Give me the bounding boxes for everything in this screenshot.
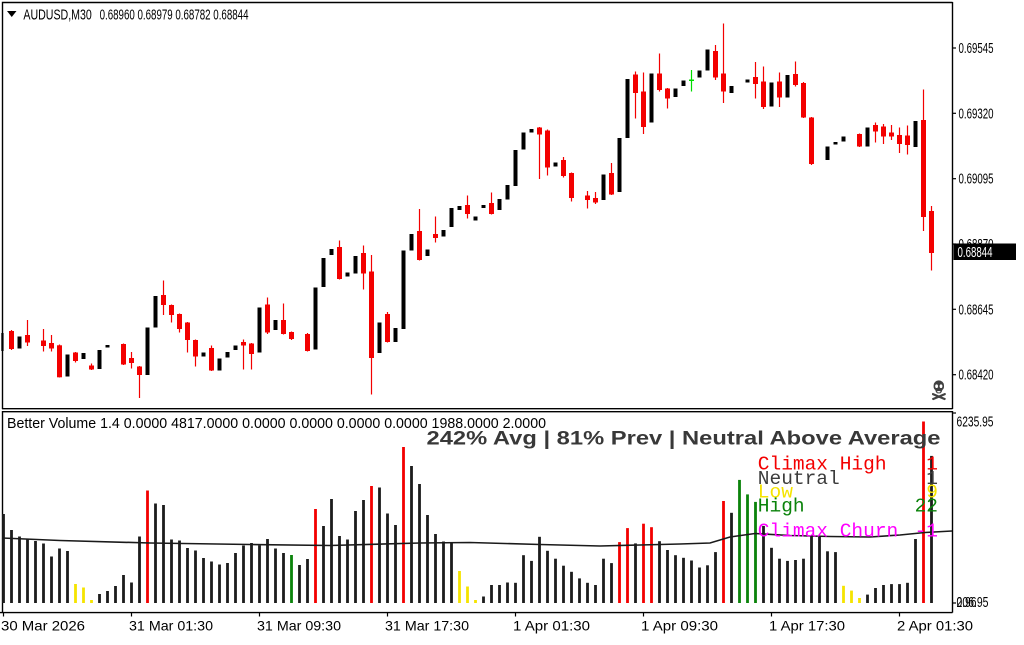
svg-text:242% Avg | 81% Prev | Neutral: 242% Avg | 81% Prev | Neutral Above Aver…	[427, 427, 941, 449]
svg-text:Better Volume 1.4 0.0000 4817.: Better Volume 1.4 0.0000 4817.0000 0.000…	[7, 415, 546, 432]
svg-text:0.69545: 0.69545	[959, 41, 994, 57]
svg-text:0.96: 0.96	[957, 595, 977, 611]
svg-text:0.68979: 0.68979	[138, 7, 173, 23]
svg-text:0.69320: 0.69320	[959, 106, 994, 122]
svg-text:0.68844: 0.68844	[958, 245, 993, 261]
svg-text:6235.95: 6235.95	[957, 415, 994, 431]
svg-text:High: High	[758, 495, 805, 517]
svg-text:1 Apr 09:30: 1 Apr 09:30	[641, 618, 718, 634]
svg-text:0.68782: 0.68782	[175, 7, 210, 23]
svg-text:1 Apr 17:30: 1 Apr 17:30	[769, 618, 845, 634]
svg-text:0.68844: 0.68844	[213, 7, 248, 23]
svg-text:Climax Churn: Climax Churn	[758, 521, 898, 543]
svg-text:30 Mar 2026: 30 Mar 2026	[1, 618, 85, 634]
svg-text:Low: Low	[758, 482, 793, 504]
svg-text:Climax High: Climax High	[758, 453, 887, 475]
svg-text:0.69095: 0.69095	[959, 172, 994, 188]
svg-text:0.68960: 0.68960	[100, 7, 135, 23]
svg-text:2 Apr 01:30: 2 Apr 01:30	[897, 618, 973, 634]
svg-text:0.68420: 0.68420	[959, 368, 994, 384]
svg-text:31 Mar 01:30: 31 Mar 01:30	[129, 618, 213, 634]
svg-text:9: 9	[926, 482, 938, 504]
svg-text:206.95: 206.95	[957, 595, 989, 611]
svg-text:1 Apr 01:30: 1 Apr 01:30	[513, 618, 590, 634]
svg-text:1: 1	[926, 453, 938, 475]
svg-text:22: 22	[915, 495, 938, 517]
svg-text:0.68645: 0.68645	[959, 302, 994, 318]
svg-text:Neutral: Neutral	[758, 468, 840, 490]
svg-text:AUDUSD,M30: AUDUSD,M30	[23, 7, 91, 23]
svg-text:31 Mar 17:30: 31 Mar 17:30	[385, 618, 469, 634]
svg-text:31 Mar 09:30: 31 Mar 09:30	[257, 618, 341, 634]
svg-text:-1: -1	[915, 521, 938, 543]
svg-text:1: 1	[926, 468, 938, 490]
